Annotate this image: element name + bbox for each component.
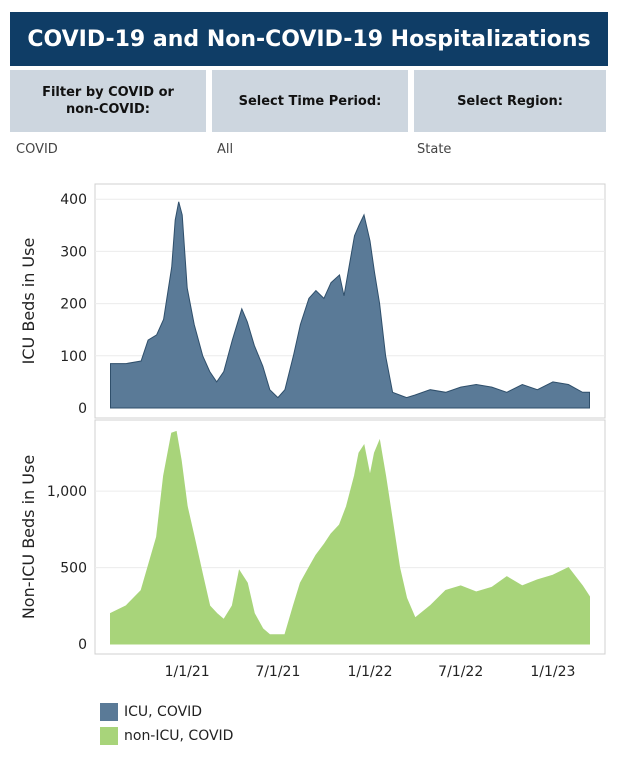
filter-region-header[interactable]: Select Region: (414, 70, 606, 132)
filter-time-period-label: Select Time Period: (238, 93, 382, 109)
non-icu-area-series (110, 430, 590, 645)
chart-legend: ICU, COVID non-ICU, COVID (100, 700, 233, 748)
non-icu-y-axis-title: Non-ICU Beds in Use (19, 455, 38, 619)
non-icu-panel: 0 500 1,000 Non-ICU Beds in Use (19, 419, 606, 655)
legend-swatch-icu (100, 703, 118, 721)
filter-time-period-header[interactable]: Select Time Period: (212, 70, 408, 132)
x-tick-label: 1/1/21 (165, 664, 210, 680)
filter-region-value[interactable]: State (417, 142, 452, 157)
icu-y-tick-label: 400 (60, 192, 87, 208)
legend-label-icu: ICU, COVID (124, 704, 203, 720)
x-tick-label: 1/1/23 (530, 664, 575, 680)
legend-item-icu[interactable]: ICU, COVID (100, 700, 233, 724)
legend-swatch-non-icu (100, 727, 118, 745)
non-icu-y-tick-label: 500 (60, 561, 87, 577)
legend-label-non-icu: non-ICU, COVID (124, 728, 234, 744)
icu-y-axis-title: ICU Beds in Use (19, 238, 38, 365)
hospitalizations-chart: 0 100 200 300 400 ICU Beds in Use 0 500 1,000 No… (19, 183, 606, 680)
page-title: COVID-19 and Non-COVID-19 Hospitalizatio… (10, 12, 608, 66)
icu-panel: 0 100 200 300 400 ICU Beds in Use (19, 183, 606, 419)
x-tick-label: 7/1/22 (438, 664, 483, 680)
non-icu-y-tick-label: 1,000 (47, 484, 87, 500)
icu-area-series (110, 201, 590, 409)
filter-region-label: Select Region: (457, 93, 563, 109)
icu-plot-frame (94, 183, 606, 419)
icu-y-tick-label: 200 (60, 297, 87, 313)
icu-y-tick-label: 0 (78, 401, 87, 417)
filter-time-period-value[interactable]: All (217, 142, 234, 157)
icu-y-tick-label: 300 (60, 244, 87, 260)
x-tick-label: 1/1/22 (348, 664, 393, 680)
filter-covid-label: Filter by COVID or non-COVID: (42, 85, 174, 117)
x-tick-label: 7/1/21 (255, 664, 300, 680)
filter-covid-value[interactable]: COVID (16, 142, 58, 157)
filter-covid-header[interactable]: Filter by COVID or non-COVID: (10, 70, 206, 132)
icu-y-tick-label: 100 (60, 349, 87, 365)
non-icu-plot-frame (94, 419, 606, 655)
non-icu-y-tick-label: 0 (78, 637, 87, 653)
legend-item-non-icu[interactable]: non-ICU, COVID (100, 724, 233, 748)
x-axis: 1/1/21 7/1/21 1/1/22 7/1/22 1/1/23 (165, 664, 576, 680)
